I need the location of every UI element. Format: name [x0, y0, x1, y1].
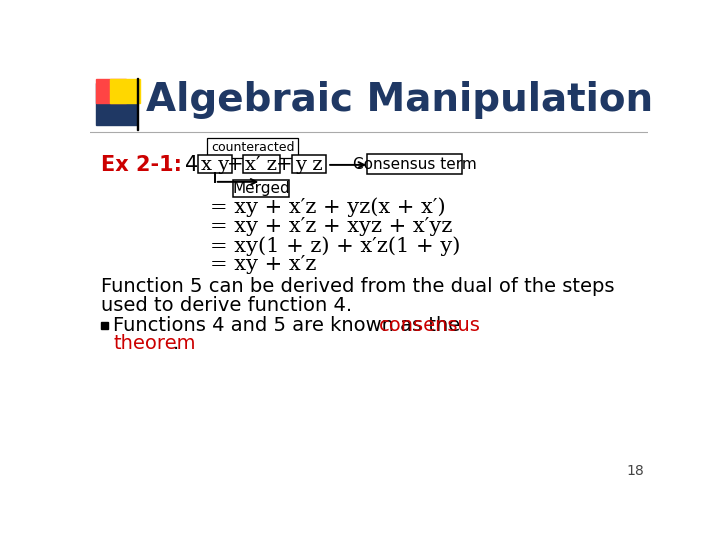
Bar [96, 79, 126, 103]
Text: Ex 2-1:: Ex 2-1: [101, 155, 182, 175]
Text: +: + [276, 156, 292, 174]
Text: y z: y z [295, 156, 323, 174]
Text: x y: x y [201, 156, 229, 174]
Text: Merged: Merged [233, 181, 290, 196]
FancyBboxPatch shape [243, 155, 280, 173]
FancyBboxPatch shape [292, 155, 326, 173]
Text: theorem: theorem [113, 334, 196, 353]
Text: Consensus term: Consensus term [353, 157, 477, 172]
Text: .: . [173, 334, 179, 353]
Text: Algebraic Manipulation: Algebraic Manipulation [145, 81, 653, 119]
Text: = xy + x′z + xyz + x′yz: = xy + x′z + xyz + x′yz [210, 217, 452, 236]
Bar [110, 79, 140, 103]
Text: = xy + x′z: = xy + x′z [210, 255, 317, 274]
Bar [137, 78, 138, 130]
Bar [101, 322, 108, 329]
Text: = xy + x′z + yz(x + x′): = xy + x′z + yz(x + x′) [210, 198, 446, 217]
Text: used to derive function 4.: used to derive function 4. [101, 295, 352, 314]
Text: counteracted: counteracted [211, 141, 294, 154]
Text: Functions 4 and 5 are known as the: Functions 4 and 5 are known as the [113, 315, 467, 335]
Bar [96, 83, 137, 125]
FancyBboxPatch shape [198, 155, 232, 173]
Text: 18: 18 [626, 464, 644, 478]
Text: = xy(1 + z) + x′z(1 + y): = xy(1 + z) + x′z(1 + y) [210, 236, 461, 255]
FancyBboxPatch shape [233, 180, 289, 197]
Text: x′ z: x′ z [246, 156, 277, 174]
Text: 4.: 4. [184, 155, 204, 175]
Text: consensus: consensus [379, 315, 481, 335]
Text: Function 5 can be derived from the dual of the steps: Function 5 can be derived from the dual … [101, 277, 614, 296]
Text: +: + [227, 156, 243, 174]
FancyBboxPatch shape [367, 154, 462, 174]
